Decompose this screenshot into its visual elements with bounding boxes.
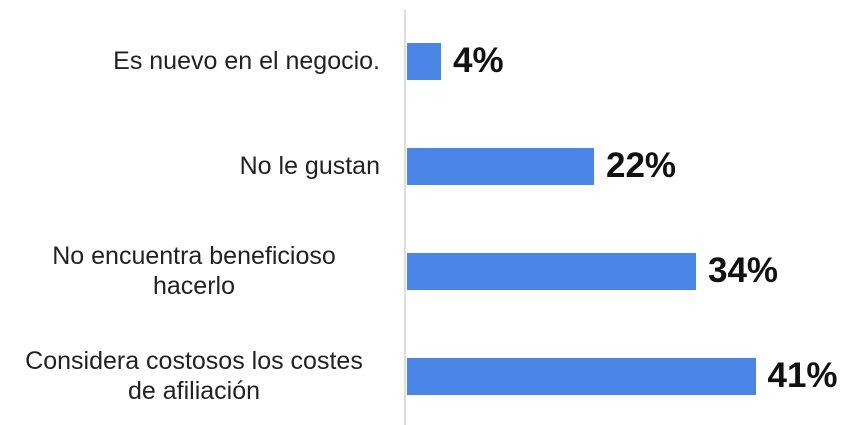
category-text: No le gustan — [239, 152, 380, 180]
bar — [407, 357, 756, 395]
category-label: Considera costosos los costes de afiliac… — [8, 346, 380, 406]
axis-line — [404, 10, 406, 425]
bar — [407, 147, 594, 185]
category-text: Considera costosos los costes de afiliac… — [25, 347, 363, 405]
value-label: 41% — [767, 356, 838, 395]
value-label: 22% — [606, 146, 677, 185]
category-label: No encuentra beneficioso hacerlo — [8, 241, 380, 301]
category-text: No encuentra beneficioso hacerlo — [52, 242, 336, 300]
category-label: Es nuevo en el negocio. — [8, 46, 380, 76]
value-label: 34% — [708, 251, 779, 290]
bar — [407, 42, 441, 80]
value-label: 4% — [453, 41, 504, 80]
category-label: No le gustan — [8, 151, 380, 181]
bar — [407, 252, 696, 290]
category-text: Es nuevo en el negocio. — [113, 47, 380, 75]
